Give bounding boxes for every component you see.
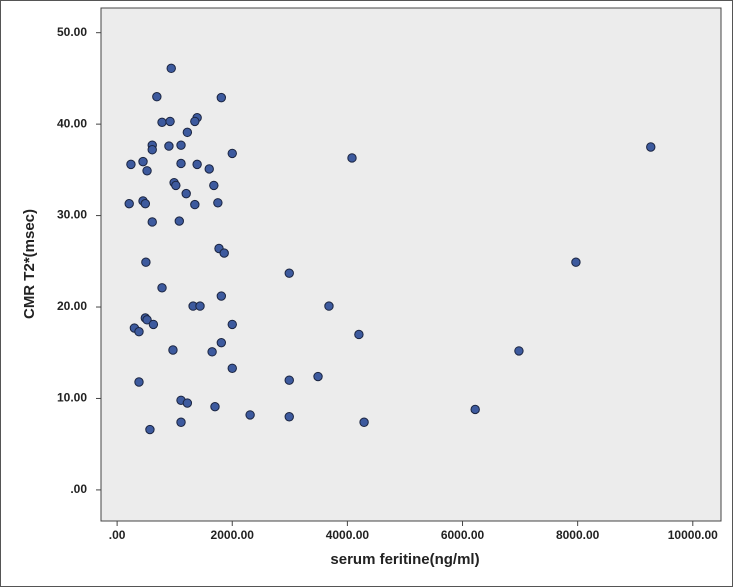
- point: [514, 346, 524, 356]
- x-tick-label: .00: [109, 528, 126, 542]
- point: [176, 417, 186, 427]
- point: [145, 424, 155, 435]
- point: [284, 412, 294, 422]
- point: [646, 142, 656, 152]
- point: [227, 148, 237, 159]
- point: [359, 417, 369, 427]
- point: [140, 198, 151, 209]
- point: [216, 337, 227, 348]
- point: [152, 92, 162, 102]
- point: [165, 116, 175, 127]
- point: [313, 371, 323, 382]
- point: [209, 180, 219, 191]
- point: [219, 248, 229, 258]
- point: [126, 159, 136, 170]
- point: [181, 188, 191, 199]
- point: [148, 319, 159, 330]
- point: [138, 156, 148, 167]
- point: [134, 327, 144, 337]
- point: [176, 140, 186, 150]
- point: [176, 158, 186, 169]
- point: [147, 145, 157, 155]
- point: [470, 404, 480, 415]
- point: [174, 216, 184, 226]
- point: [213, 198, 223, 208]
- point: [207, 347, 217, 357]
- point: [171, 180, 181, 191]
- point: [284, 375, 294, 385]
- point: [571, 257, 581, 267]
- point: [142, 166, 152, 176]
- point: [141, 257, 151, 267]
- x-tick-label: 8000.00: [556, 528, 600, 542]
- point: [195, 301, 205, 311]
- point: [192, 159, 202, 170]
- point: [216, 92, 227, 103]
- point: [168, 345, 178, 355]
- point: [157, 283, 167, 293]
- y-tick-label: 40.00: [57, 116, 87, 130]
- point: [354, 329, 364, 340]
- y-axis-title: CMR T2*(msec): [21, 209, 38, 319]
- point: [166, 63, 176, 74]
- x-axis-title: serum feritine(ng/ml): [330, 551, 479, 568]
- y-tick-label: 20.00: [57, 299, 87, 313]
- point: [216, 291, 227, 301]
- point: [190, 116, 200, 127]
- x-tick-label: 6000.00: [441, 528, 485, 542]
- point: [147, 217, 157, 227]
- point: [210, 401, 220, 412]
- x-tick-label: 10000.00: [668, 528, 718, 542]
- point: [124, 198, 134, 209]
- y-tick-label: 50.00: [57, 25, 87, 39]
- point: [142, 315, 152, 325]
- point: [324, 301, 334, 311]
- plot-area: [100, 7, 722, 522]
- point: [227, 363, 237, 373]
- point: [347, 153, 357, 163]
- point: [227, 319, 237, 330]
- point: [164, 141, 174, 151]
- point: [190, 199, 200, 210]
- point: [157, 117, 167, 128]
- y-tick-label: .00: [70, 482, 87, 496]
- point: [204, 164, 214, 174]
- point: [284, 268, 294, 278]
- y-tick-label: 10.00: [57, 391, 87, 405]
- point: [134, 377, 144, 387]
- point: [245, 410, 255, 420]
- x-tick-label: 4000.00: [326, 528, 370, 542]
- x-tick-label: 2000.00: [211, 528, 255, 542]
- point: [182, 127, 193, 138]
- point: [182, 398, 193, 408]
- y-tick-label: 30.00: [57, 208, 87, 222]
